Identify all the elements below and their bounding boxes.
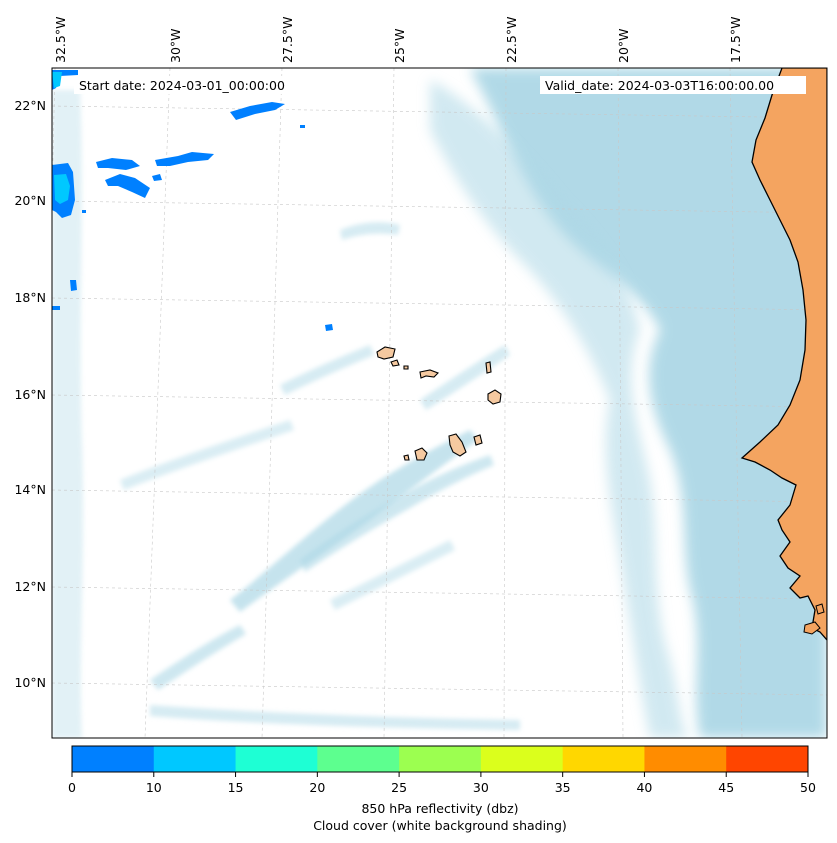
reflectivity-patch bbox=[105, 174, 150, 198]
valid-date-text: Valid_date: 2024-03-03T16:00:00.00 bbox=[545, 78, 774, 93]
colorbar-frame bbox=[71, 745, 809, 773]
colorbar-tick-label: 50 bbox=[800, 780, 816, 795]
latitude-label: 10°N bbox=[14, 675, 46, 690]
map-frame bbox=[51, 67, 828, 739]
colorbar-cell bbox=[480, 746, 564, 772]
colorbar-cell bbox=[726, 746, 809, 772]
reflectivity-patch bbox=[54, 174, 70, 204]
cape-verde-islands bbox=[376, 346, 502, 461]
island-santo-antao bbox=[376, 346, 396, 360]
reflectivity-patch bbox=[52, 306, 60, 310]
reflectivity-patch bbox=[96, 158, 140, 170]
island-sao-vicente bbox=[390, 359, 400, 367]
reflectivity-patch bbox=[82, 210, 86, 213]
map-area bbox=[52, 68, 827, 738]
cloud-streak-2 bbox=[300, 455, 494, 572]
reflectivity-patch bbox=[70, 280, 77, 291]
latitude-label: 14°N bbox=[14, 482, 46, 497]
colorbar-tick-label: 15 bbox=[228, 780, 244, 795]
longitude-label: 27.5°W bbox=[280, 17, 295, 63]
cloud-streak-7 bbox=[330, 540, 455, 610]
cloud-streak-4 bbox=[280, 345, 374, 395]
land-bijagos-islands bbox=[815, 603, 825, 615]
colorbar-tick-label: 0 bbox=[68, 780, 76, 795]
colorbar-cell bbox=[317, 746, 400, 772]
colorbar-label: 850 hPa reflectivity (dbz) bbox=[361, 801, 518, 816]
latitude-label: 22°N bbox=[14, 98, 46, 113]
cloud-west-edge bbox=[52, 90, 84, 738]
reflectivity-patches bbox=[52, 70, 333, 331]
colorbar-tick-label: 40 bbox=[636, 780, 652, 795]
longitude-label: 25°W bbox=[392, 28, 407, 63]
cloud-streak-6 bbox=[420, 345, 510, 410]
island-maio bbox=[473, 434, 483, 446]
longitude-label: 17.5°W bbox=[728, 17, 743, 63]
colorbar-tick-label: 20 bbox=[309, 780, 325, 795]
longitude-label: 32.5°W bbox=[53, 17, 68, 63]
colorbar-tick-label: 25 bbox=[391, 780, 407, 795]
cloud-streak-3 bbox=[150, 625, 246, 690]
colorbar-tick-label: 35 bbox=[555, 780, 571, 795]
reflectivity-patch bbox=[325, 324, 333, 331]
latitude-label: 18°N bbox=[14, 290, 46, 305]
island-santiago bbox=[448, 433, 467, 457]
cloud-east-band bbox=[470, 68, 827, 738]
colorbar-cell bbox=[235, 746, 318, 772]
latitude-label: 16°N bbox=[14, 387, 46, 402]
colorbar-cell bbox=[72, 746, 155, 772]
cloud-cover-shading bbox=[52, 68, 827, 738]
colorbar-tick-label: 45 bbox=[718, 780, 734, 795]
grid-meridian bbox=[383, 68, 395, 738]
latitude-labels: 22°N 20°N 18°N 16°N 14°N 12°N 10°N bbox=[14, 98, 46, 690]
grid-meridian bbox=[144, 68, 171, 738]
reflectivity-patch bbox=[52, 72, 62, 88]
valid-date-box: Valid_date: 2024-03-03T16:00:00.00 bbox=[540, 76, 806, 94]
land-bijagos-islands bbox=[803, 621, 821, 635]
colorbar-cell bbox=[562, 746, 645, 772]
land-west-africa bbox=[740, 68, 827, 641]
cloud-bottom-strip bbox=[150, 705, 520, 730]
grid-meridian bbox=[617, 68, 624, 738]
island-sal bbox=[485, 361, 492, 374]
island-brava bbox=[403, 454, 410, 461]
latitude-label: 12°N bbox=[14, 579, 46, 594]
grid-meridian bbox=[729, 68, 743, 738]
cloud-east-band-2 bbox=[430, 80, 690, 738]
island-fogo bbox=[414, 447, 428, 461]
longitude-label: 30°W bbox=[168, 28, 183, 63]
longitude-labels: 32.5°W 30°W 27.5°W 25°W 22.5°W 20°W 17.5°W bbox=[53, 17, 743, 63]
cloud-streak-8 bbox=[340, 222, 400, 240]
start-date-box: Start date: 2024-03-01_00:00:00 bbox=[74, 76, 304, 94]
cloud-streak-5 bbox=[120, 420, 294, 490]
grid-meridian bbox=[261, 68, 283, 738]
colorbar-cell bbox=[153, 746, 237, 772]
reflectivity-patch bbox=[152, 174, 162, 181]
colorbar-cell bbox=[399, 746, 482, 772]
island-boa-vista bbox=[487, 389, 502, 405]
island-sao-nicolau bbox=[419, 369, 439, 379]
colorbar-sublabel: Cloud cover (white background shading) bbox=[313, 818, 567, 833]
graticule bbox=[52, 68, 827, 738]
latitude-label: 20°N bbox=[14, 193, 46, 208]
island-santa-luzia bbox=[403, 365, 409, 370]
colorbar-tick-label: 10 bbox=[146, 780, 162, 795]
colorbar-cell bbox=[644, 746, 727, 772]
reflectivity-patch bbox=[230, 102, 285, 120]
reflectivity-patch bbox=[300, 125, 305, 128]
reflectivity-patch bbox=[155, 152, 214, 166]
colorbar: 0 10 15 20 25 30 35 40 45 50 850 hPa reflectivity… bbox=[68, 745, 816, 833]
grid-meridian bbox=[503, 68, 507, 738]
longitude-label: 20°W bbox=[616, 28, 631, 63]
longitude-label: 22.5°W bbox=[504, 17, 519, 63]
colorbar-tick-label: 30 bbox=[473, 780, 489, 795]
start-date-text: Start date: 2024-03-01_00:00:00 bbox=[79, 78, 285, 93]
cloud-streak-1 bbox=[230, 430, 478, 612]
